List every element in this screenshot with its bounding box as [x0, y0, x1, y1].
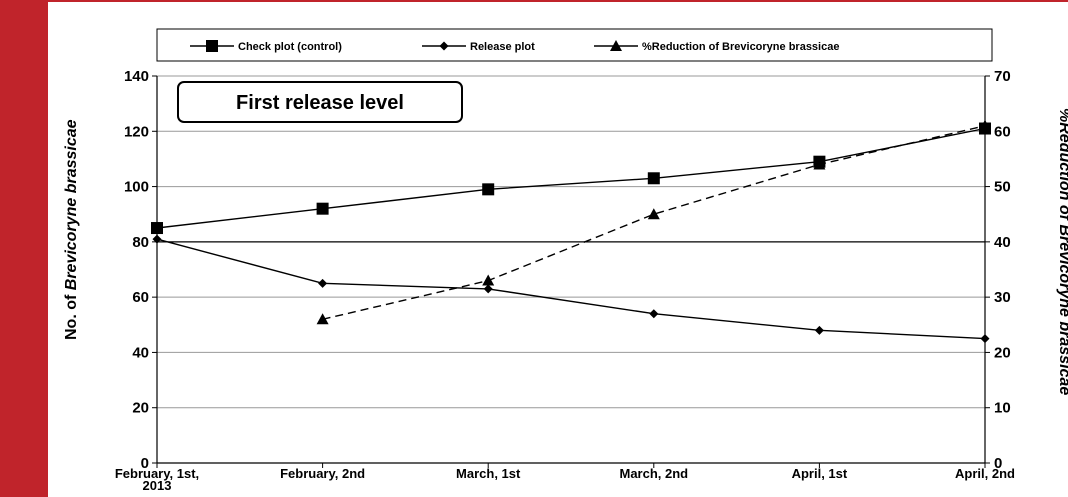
data-point-square [316, 202, 329, 215]
data-point-square [482, 183, 495, 196]
data-point-diamond [649, 309, 659, 319]
data-point-square [647, 172, 660, 185]
y-right-tick-label: 20 [994, 344, 1011, 361]
data-point-diamond [814, 325, 824, 335]
y-left-tick-label: 20 [132, 400, 149, 417]
legend-label: Release plot [470, 41, 535, 53]
y-left-tick-label: 60 [132, 289, 149, 306]
y-left-tick-label: 120 [124, 123, 149, 140]
series-line-1 [156, 127, 986, 229]
y-axis-left-title: No. of Brevicoryne brassicae [63, 119, 80, 340]
legend-label: Check plot (control) [238, 41, 342, 53]
left-accent-bar [0, 0, 48, 497]
data-point-triangle [647, 208, 660, 220]
y-left-tick-label: 40 [132, 344, 149, 361]
legend-marker-triangle [610, 40, 622, 51]
y-right-tick-label: 30 [994, 289, 1011, 306]
y-right-tick-label: 0 [994, 455, 1002, 472]
legend-box [156, 28, 993, 62]
x-tick-label: April, 1st [792, 466, 848, 481]
y-right-tick-label: 50 [994, 179, 1011, 196]
top-accent-line [48, 0, 1068, 2]
data-point-triangle [813, 158, 826, 170]
legend-marker-square [206, 40, 218, 52]
data-point-triangle [979, 119, 991, 131]
legend: Check plot (control) Release plot %Reducti… [156, 28, 993, 62]
x-tick-label: March, 1st [456, 466, 521, 481]
data-point-triangle [482, 274, 495, 286]
data-point-diamond [483, 284, 493, 294]
x-tick-label: March, 2nd [619, 466, 688, 481]
data-point-square [151, 222, 163, 235]
legend-marker-diamond [439, 41, 449, 51]
series-line-3 [322, 125, 986, 320]
data-point-diamond [152, 234, 162, 244]
y-right-tick-label: 40 [994, 234, 1011, 251]
y-left-tick-label: 100 [124, 179, 149, 196]
x-tick-label: February, 2nd [280, 466, 365, 481]
y-right-tick-label: 10 [994, 400, 1011, 417]
series-line-2 [156, 238, 986, 340]
annotation-text: First release level [236, 92, 404, 114]
y-left-tick-label: 80 [132, 234, 149, 251]
data-point-diamond [980, 334, 990, 344]
x-tick-label: February, 1st, 2013 [115, 466, 199, 493]
y-left-tick-label: 0 [141, 455, 149, 472]
y-right-tick-label: 70 [994, 68, 1011, 85]
data-point-diamond [318, 278, 328, 288]
x-tick-label: April, 2nd [955, 466, 1015, 481]
data-point-triangle [316, 313, 329, 325]
y-left-tick-label: 140 [124, 68, 149, 85]
annotation-box: First release level [177, 81, 463, 123]
y-right-tick-label: 60 [994, 123, 1011, 140]
y-axis-right-title: %Reduction of Brevicoryne brassicae [1056, 108, 1068, 395]
annotation-frame [177, 81, 463, 123]
legend-label: %Reduction of Brevicoryne brassicae [642, 41, 839, 53]
